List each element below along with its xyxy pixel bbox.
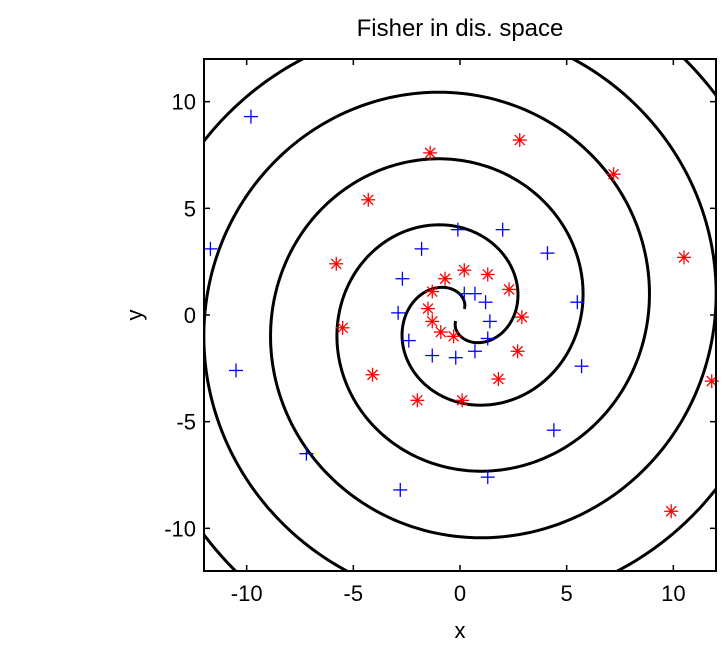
- decision-boundary: [204, 59, 716, 571]
- plot-frame: [203, 58, 717, 572]
- asterisk-marker: [446, 329, 461, 344]
- plus-marker: [393, 482, 408, 497]
- plus-marker: [395, 271, 410, 286]
- x-tick-label: 5: [561, 581, 573, 606]
- asterisk-marker: [438, 271, 453, 286]
- x-tick-label: 0: [454, 581, 466, 606]
- data-points: [203, 109, 719, 519]
- plus-marker: [425, 348, 440, 363]
- plus-marker: [229, 363, 243, 378]
- plus-marker: [480, 470, 495, 485]
- y-axis-label: y: [122, 310, 147, 321]
- plus-marker: [457, 286, 472, 301]
- asterisk-marker: [514, 310, 529, 325]
- plus-marker: [495, 222, 510, 237]
- plus-marker: [480, 331, 495, 346]
- asterisk-marker: [425, 314, 440, 329]
- plus-marker: [243, 109, 258, 124]
- x-axis-label: x: [455, 618, 466, 643]
- y-axis-ticks: -10 -5 0 5 10: [164, 90, 716, 541]
- x-axis-ticks: -10 -5 0 5 10: [231, 59, 686, 606]
- asterisk-marker: [491, 372, 506, 386]
- y-tick-label: 0: [184, 303, 196, 328]
- asterisk-marker: [425, 284, 440, 299]
- plus-marker: [540, 246, 555, 261]
- asterisk-marker: [480, 267, 495, 282]
- plus-marker: [203, 241, 218, 256]
- asterisk-marker: [329, 256, 344, 271]
- plus-marker: [450, 222, 465, 237]
- plus-marker: [482, 314, 497, 329]
- plus-marker: [570, 295, 585, 310]
- x-tick-label: -10: [231, 581, 263, 606]
- plus-marker: [467, 344, 482, 359]
- plus-marker: [299, 446, 314, 461]
- asterisk-marker: [457, 263, 472, 278]
- plus-marker: [391, 305, 406, 320]
- asterisk-marker: [335, 320, 350, 335]
- boundary-arm-2: [204, 59, 716, 571]
- plus-marker: [546, 423, 561, 438]
- asterisk-marker: [606, 167, 621, 182]
- asterisk-marker: [512, 133, 527, 148]
- y-tick-label: 5: [184, 196, 196, 221]
- x-tick-label: 10: [661, 581, 685, 606]
- asterisk-marker: [664, 504, 679, 519]
- asterisk-marker: [423, 145, 438, 160]
- y-tick-label: -5: [176, 410, 196, 435]
- asterisk-marker: [421, 301, 435, 316]
- asterisk-marker: [510, 344, 525, 359]
- plus-marker: [574, 359, 589, 374]
- x-tick-label: -5: [344, 581, 364, 606]
- y-tick-label: 10: [172, 90, 196, 115]
- asterisk-marker: [361, 192, 376, 207]
- plus-marker: [401, 333, 416, 348]
- asterisk-marker: [502, 282, 517, 297]
- asterisk-marker: [410, 393, 425, 408]
- plus-marker: [414, 241, 429, 256]
- chart-title: Fisher in dis. space: [357, 15, 564, 42]
- asterisk-marker: [455, 393, 470, 408]
- y-tick-label: -10: [164, 516, 196, 541]
- plus-marker: [478, 295, 493, 310]
- asterisk-marker: [677, 250, 691, 265]
- asterisk-marker: [365, 367, 380, 382]
- asterisk-marker: [433, 325, 448, 340]
- plus-marker: [448, 350, 463, 365]
